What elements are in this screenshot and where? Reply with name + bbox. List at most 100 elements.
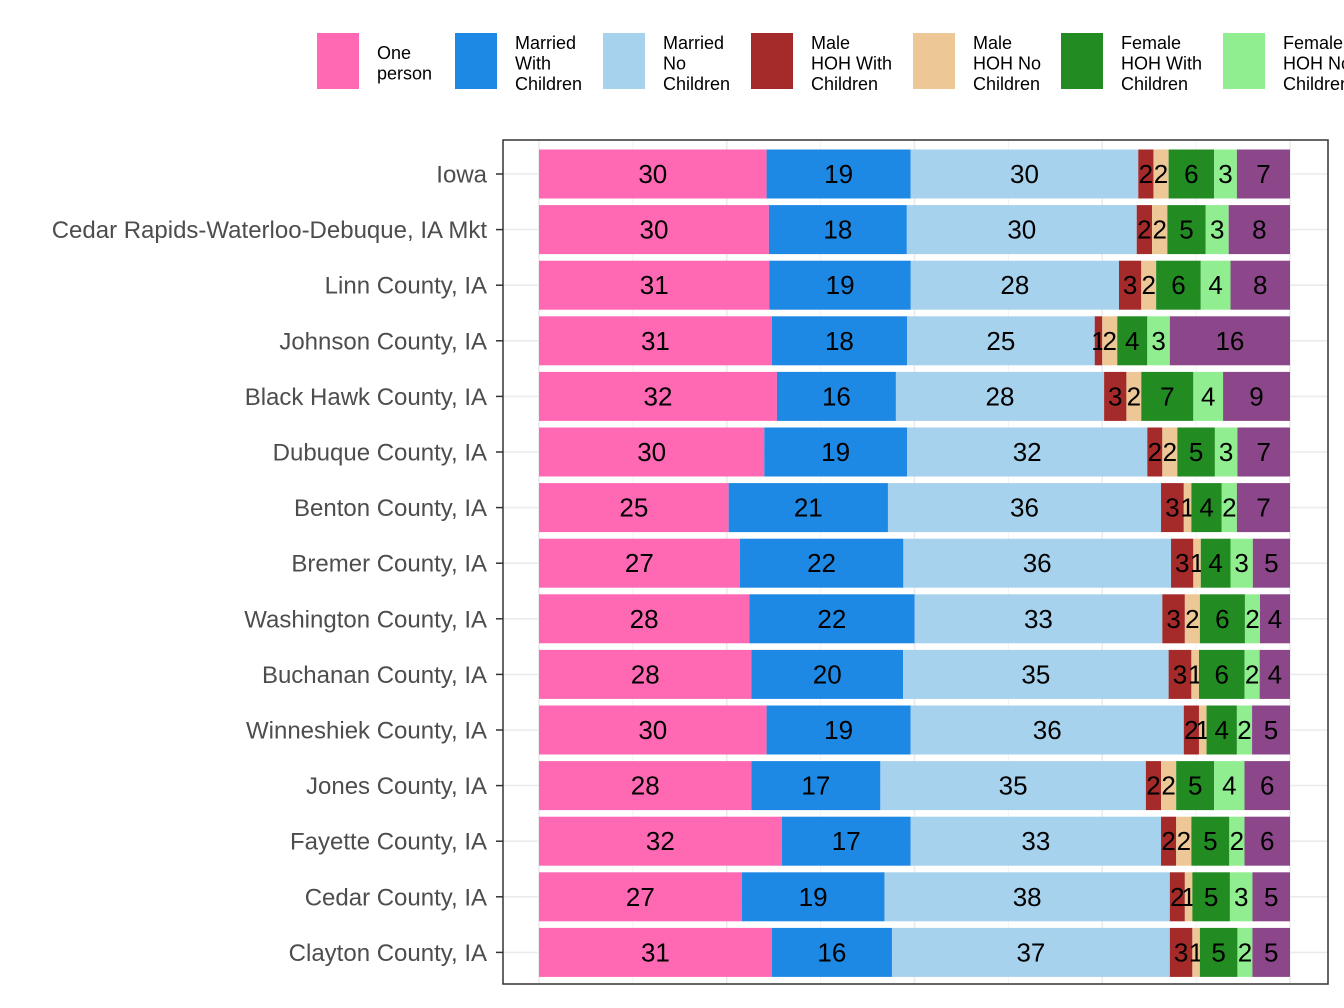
bar-segment: [891, 927, 1170, 977]
bar-segment: [1229, 872, 1253, 922]
bar-value-label: 36: [1023, 548, 1052, 578]
bar-value-label: 5: [1203, 826, 1217, 856]
bar-value-label: 4: [1214, 715, 1228, 745]
bar-value-label: 1: [1181, 882, 1195, 912]
bar-segment: [903, 649, 1169, 699]
bar-value-label: 7: [1160, 381, 1174, 411]
bar-segment: [1200, 260, 1231, 310]
bar-value-label: 7: [1256, 437, 1270, 467]
bar-segment: [1191, 649, 1199, 699]
bar-value-label: 3: [1165, 493, 1179, 523]
bar-segment: [1229, 816, 1245, 866]
bar-value-label: 32: [646, 826, 675, 856]
bar-value-label: 5: [1264, 715, 1278, 745]
bar-segment: [1102, 316, 1118, 366]
bar-value-label: 4: [1199, 493, 1213, 523]
bar-segment: [1104, 371, 1127, 421]
bar-segment: [539, 371, 777, 421]
legend-label: One person: [377, 43, 432, 84]
bar-value-label: 36: [1033, 715, 1062, 745]
bar-value-label: 3: [1166, 604, 1180, 634]
bar-value-label: 2: [1230, 826, 1244, 856]
bar-value-label: 16: [817, 937, 846, 967]
bar-segment: [539, 149, 767, 199]
bar-value-label: 19: [799, 882, 828, 912]
bar-segment: [1252, 705, 1290, 755]
bar-value-label: 28: [986, 381, 1015, 411]
bar-value-label: 1: [1189, 937, 1203, 967]
bar-segment: [1193, 538, 1201, 588]
bar-value-label: 4: [1208, 270, 1222, 300]
bar-value-label: 1: [1190, 548, 1204, 578]
legend-swatch: [1061, 33, 1103, 89]
legend-swatch: [603, 33, 645, 89]
bar-value-label: 4: [1125, 326, 1139, 356]
bar-value-label: 2: [1238, 937, 1252, 967]
bar-value-label: 5: [1211, 937, 1225, 967]
bar-segment: [1200, 538, 1231, 588]
bar-segment: [768, 205, 907, 255]
bar-value-label: 1: [1188, 659, 1202, 689]
legend-label: Married With Children: [515, 33, 582, 94]
bar-segment: [1230, 538, 1253, 588]
bar-value-label: 22: [817, 604, 846, 634]
bar-value-label: 2: [1245, 604, 1259, 634]
bar-value-label: 4: [1208, 548, 1222, 578]
bar-value-label: 32: [644, 381, 673, 411]
bar-segment: [769, 260, 911, 310]
bar-segment: [1161, 761, 1177, 811]
bar-segment: [539, 761, 752, 811]
bar-value-label: 16: [1215, 326, 1244, 356]
bar-value-label: 2: [1148, 437, 1162, 467]
bar-value-label: 2: [1141, 270, 1155, 300]
bar-segment: [1161, 816, 1177, 866]
row-label: Cedar Rapids-Waterloo-Debuque, IA Mkt: [52, 217, 488, 244]
bar-value-label: 3: [1234, 548, 1248, 578]
bar-value-label: 3: [1151, 326, 1165, 356]
bar-segment: [1147, 316, 1170, 366]
bar-value-label: 3: [1123, 270, 1137, 300]
legend-label: Female HOH With Children: [1121, 33, 1202, 94]
legend-swatch: [317, 33, 359, 89]
bar-value-label: 19: [826, 270, 855, 300]
bar-value-label: 3: [1219, 437, 1233, 467]
bar-value-label: 27: [625, 548, 654, 578]
bar-value-label: 37: [1016, 937, 1045, 967]
bar-segment: [910, 149, 1139, 199]
bar-segment: [1236, 705, 1253, 755]
bar-segment: [1192, 927, 1200, 977]
bar-value-label: 2: [1163, 437, 1177, 467]
bar-segment: [1259, 649, 1290, 699]
legend-label: Male HOH No Children: [973, 33, 1041, 94]
legend-swatch: [1223, 33, 1265, 89]
row-label: Dubuque County, IA: [273, 440, 487, 467]
bar-value-label: 2: [1161, 826, 1175, 856]
bar-segment: [771, 316, 907, 366]
bar-value-label: 2: [1127, 381, 1141, 411]
bar-segment: [1237, 927, 1253, 977]
bar-value-label: 32: [1013, 437, 1042, 467]
bar-value-label: 2: [1177, 826, 1191, 856]
bar-value-label: 5: [1188, 771, 1202, 801]
bar-segment: [539, 872, 742, 922]
bar-segment: [1183, 483, 1192, 533]
bar-segment: [1136, 205, 1153, 255]
bar-value-label: 21: [794, 493, 823, 523]
bar-segment: [771, 927, 892, 977]
bar-segment: [764, 427, 907, 477]
row-label: Jones County, IA: [306, 773, 487, 800]
legend-swatch: [751, 33, 793, 89]
bar-segment: [910, 816, 1162, 866]
bar-segment: [1236, 483, 1290, 533]
bar-value-label: 6: [1214, 659, 1228, 689]
bar-segment: [741, 872, 885, 922]
bar-segment: [1230, 260, 1290, 310]
bar-value-label: 27: [626, 882, 655, 912]
bar-value-label: 22: [807, 548, 836, 578]
bar-value-label: 4: [1222, 771, 1236, 801]
bar-segment: [1244, 594, 1260, 644]
bar-value-label: 2: [1152, 215, 1166, 245]
bar-segment: [1162, 427, 1178, 477]
